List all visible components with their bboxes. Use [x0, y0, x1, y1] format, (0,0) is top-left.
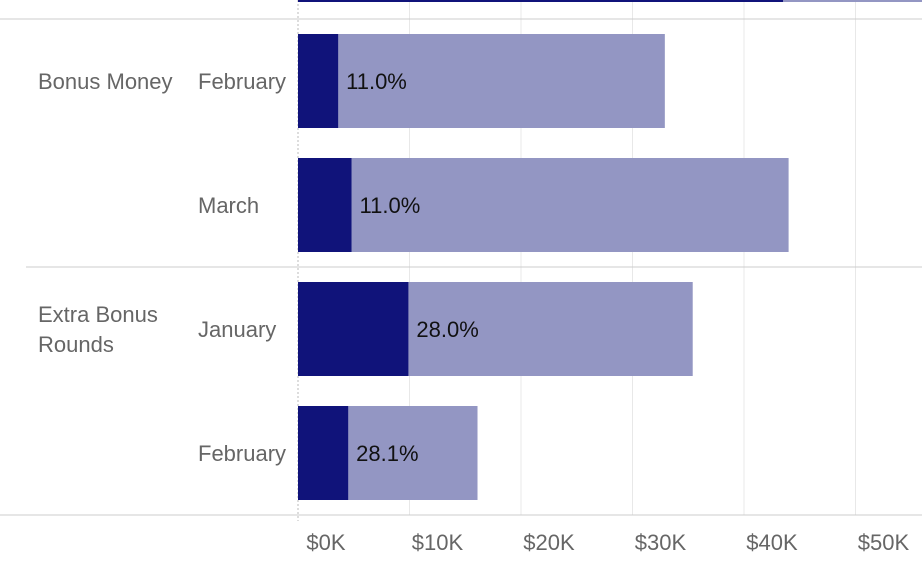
x-tick-label: $40K — [746, 530, 798, 555]
x-tick-label: $10K — [412, 530, 464, 555]
x-tick-label: $50K — [858, 530, 910, 555]
category-label: February — [198, 69, 286, 94]
separators — [0, 18, 922, 516]
bar-inner — [298, 406, 349, 500]
labels: 11.0% February 11.0% March Bonus Money 28.0% J… — [38, 69, 479, 466]
bar-inner — [298, 158, 352, 252]
group-label: Rounds — [38, 332, 114, 357]
bar-inner — [298, 282, 409, 376]
group-label: Bonus Money — [38, 69, 173, 94]
category-label: March — [198, 193, 259, 218]
bar-value-label: 28.1% — [356, 441, 418, 466]
group-label: Extra Bonus — [38, 302, 158, 327]
category-label: February — [198, 441, 286, 466]
bar-inner — [298, 34, 339, 128]
bar-outer — [298, 34, 665, 128]
category-label: January — [198, 317, 276, 342]
bar-inner-partial — [298, 0, 784, 2]
bar-value-label: 28.0% — [416, 317, 478, 342]
bar-value-label: 11.0% — [360, 193, 421, 218]
x-tick-label: $20K — [523, 530, 575, 555]
bar-outer — [298, 158, 789, 252]
x-tick-label: $0K — [306, 530, 345, 555]
bars — [298, 0, 922, 500]
x-axis: $0K $10K $20K $30K $40K $50K — [306, 530, 909, 555]
bar-value-label: 11.0% — [346, 69, 407, 94]
x-tick-label: $30K — [635, 530, 687, 555]
